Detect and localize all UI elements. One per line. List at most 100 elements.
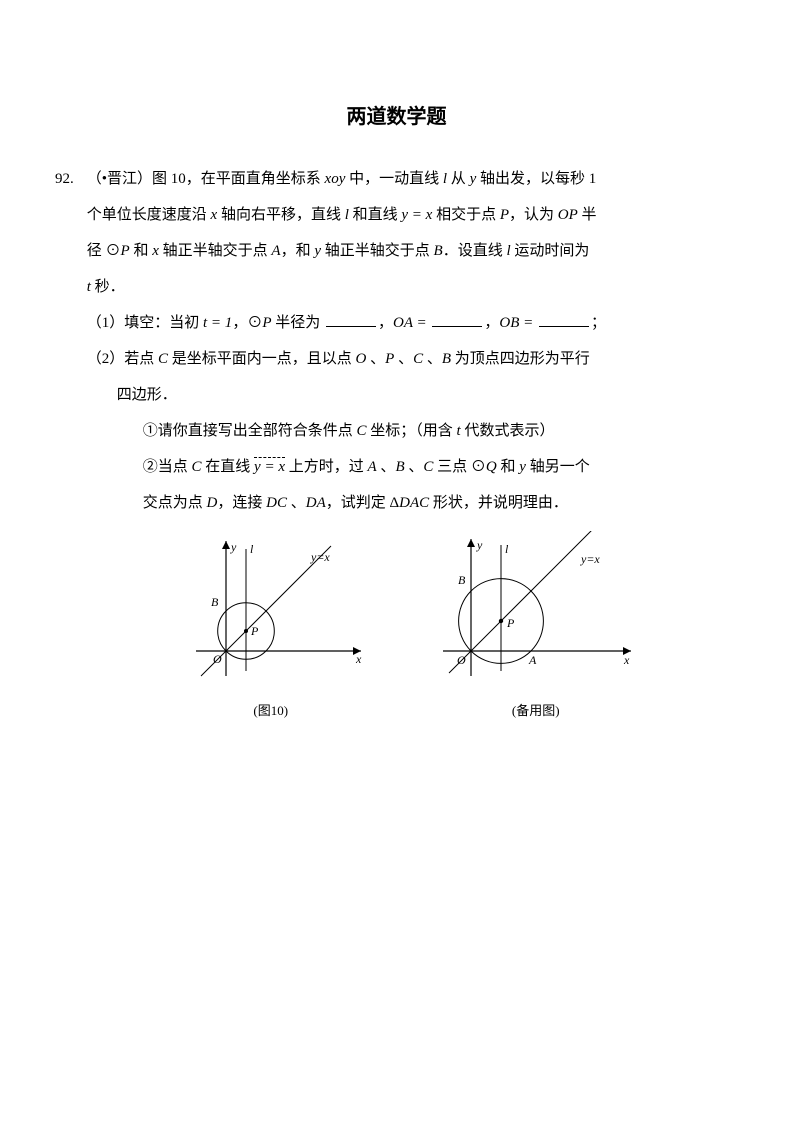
- text: 和直线: [349, 207, 402, 223]
- var-P: P: [262, 315, 271, 331]
- text: （1）填空：当初: [87, 315, 203, 331]
- sub2-line1: ②当点 C 在直线 y = x 上方时，过 A 、B 、C 三点 ⊙Q 和 y …: [87, 449, 725, 485]
- text: ，试判定 Δ: [326, 495, 399, 511]
- text: 坐标；（用含: [367, 423, 457, 439]
- text: 轴出发，以每秒 1: [476, 171, 596, 187]
- var-y: y: [519, 459, 526, 475]
- sub1: ①请你直接写出全部符合条件点 C 坐标；（用含 t 代数式表示）: [87, 413, 725, 449]
- text: 代数式表示）: [461, 423, 555, 439]
- text: 轴正半轴交于点: [321, 243, 434, 259]
- var-Q: Q: [486, 459, 497, 475]
- figures-row: y l y=x B P O x (图10): [87, 531, 725, 726]
- text: ，和: [281, 243, 315, 259]
- text: 轴正半轴交于点: [159, 243, 272, 259]
- var-P: P: [385, 351, 394, 367]
- label-P: P: [506, 616, 515, 630]
- text: 、: [366, 351, 385, 367]
- var-OB: OB: [499, 315, 519, 331]
- text: 和: [497, 459, 520, 475]
- problem-92: 92. （•晋江）图 10，在平面直角坐标系 xoy 中，一动直线 l 从 y …: [55, 161, 738, 726]
- figure-10-caption: (图10): [171, 695, 371, 726]
- text: ①请你直接写出全部符合条件点: [143, 423, 357, 439]
- var-x: x: [152, 243, 159, 259]
- var-B: B: [442, 351, 451, 367]
- label-B: B: [211, 595, 219, 609]
- figure-backup: y l y=x B P O A x (备用图): [431, 531, 641, 726]
- eq-yx-dotted: y = x: [254, 459, 285, 475]
- problem-number: 92.: [55, 161, 83, 197]
- figure-10-svg: y l y=x B P O x: [171, 531, 371, 691]
- text: ，连接: [217, 495, 266, 511]
- text: ，: [378, 315, 393, 331]
- var-B: B: [395, 459, 404, 475]
- blank-oa: [432, 313, 482, 327]
- var-C: C: [158, 351, 168, 367]
- text: ②当点: [143, 459, 192, 475]
- label-x: x: [355, 652, 362, 666]
- var-C: C: [357, 423, 367, 439]
- text: 中，一动直线: [345, 171, 443, 187]
- text: 从: [447, 171, 470, 187]
- label-l: l: [250, 542, 254, 556]
- blank-radius: [326, 313, 376, 327]
- label-O: O: [213, 652, 222, 666]
- line-1: （•晋江）图 10，在平面直角坐标系 xoy 中，一动直线 l 从 y 轴出发，…: [87, 161, 725, 197]
- line-3: 径 ⊙P 和 x 轴正半轴交于点 A，和 y 轴正半轴交于点 B．设直线 l 运…: [87, 233, 725, 269]
- text: ，⊙: [232, 315, 262, 331]
- text: 是坐标平面内一点，且以点: [168, 351, 356, 367]
- text: （2）若点: [87, 351, 158, 367]
- eq-t1: t = 1: [203, 315, 232, 331]
- q2-line2: 四边形．: [87, 377, 725, 413]
- figure-10: y l y=x B P O x (图10): [171, 531, 371, 726]
- eq-sign: =: [519, 315, 537, 331]
- text: 、: [423, 351, 442, 367]
- text: 交点为点: [143, 495, 207, 511]
- text: 轴向右平移，直线: [217, 207, 345, 223]
- text: 径 ⊙: [87, 243, 121, 259]
- text: 运动时间为: [511, 243, 590, 259]
- eq-sign: =: [413, 315, 431, 331]
- text: 、: [287, 495, 306, 511]
- blank-ob: [539, 313, 589, 327]
- var-OA: OA: [393, 315, 413, 331]
- source-tag: （•晋江）: [87, 171, 152, 187]
- text: 上方时，过: [285, 459, 368, 475]
- label-y: y: [476, 538, 483, 552]
- text: 三点 ⊙: [433, 459, 486, 475]
- label-A: A: [528, 653, 537, 667]
- q1: （1）填空：当初 t = 1，⊙P 半径为 ，OA = ，OB = ；: [87, 305, 725, 341]
- text: 为顶点四边形为平行: [451, 351, 590, 367]
- text: 、: [377, 459, 396, 475]
- sub2-line2: 交点为点 D，连接 DC 、DA，试判定 ΔDAC 形状，并说明理由．: [87, 485, 725, 521]
- text: 半: [578, 207, 597, 223]
- var-A: A: [368, 459, 377, 475]
- line-2: 个单位长度速度沿 x 轴向右平移，直线 l 和直线 y = x 相交于点 P，认…: [87, 197, 725, 233]
- var-OP: OP: [558, 207, 578, 223]
- var-P: P: [500, 207, 509, 223]
- var-DAC: DAC: [399, 495, 429, 511]
- text: 个单位长度速度沿: [87, 207, 211, 223]
- page-title: 两道数学题: [55, 100, 738, 129]
- text: 四边形．: [117, 387, 177, 403]
- text: 在直线: [202, 459, 255, 475]
- text: ，: [484, 315, 499, 331]
- text: 半径为: [272, 315, 325, 331]
- label-O: O: [457, 653, 466, 667]
- label-y: y: [230, 540, 237, 554]
- var-A: A: [271, 243, 280, 259]
- label-yx: y=x: [580, 552, 600, 566]
- label-yx: y=x: [310, 550, 330, 564]
- var-P: P: [121, 243, 130, 259]
- figure-backup-caption: (备用图): [431, 695, 641, 726]
- figure-backup-svg: y l y=x B P O A x: [431, 531, 641, 691]
- text: ，认为: [509, 207, 558, 223]
- label-P: P: [250, 624, 259, 638]
- var-y: y: [314, 243, 321, 259]
- var-D: D: [207, 495, 218, 511]
- var-DA: DA: [306, 495, 326, 511]
- problem-body: （•晋江）图 10，在平面直角坐标系 xoy 中，一动直线 l 从 y 轴出发，…: [87, 161, 725, 726]
- label-x: x: [623, 653, 630, 667]
- var-DC: DC: [266, 495, 287, 511]
- text: 和: [130, 243, 153, 259]
- line-4: t 秒．: [87, 269, 725, 305]
